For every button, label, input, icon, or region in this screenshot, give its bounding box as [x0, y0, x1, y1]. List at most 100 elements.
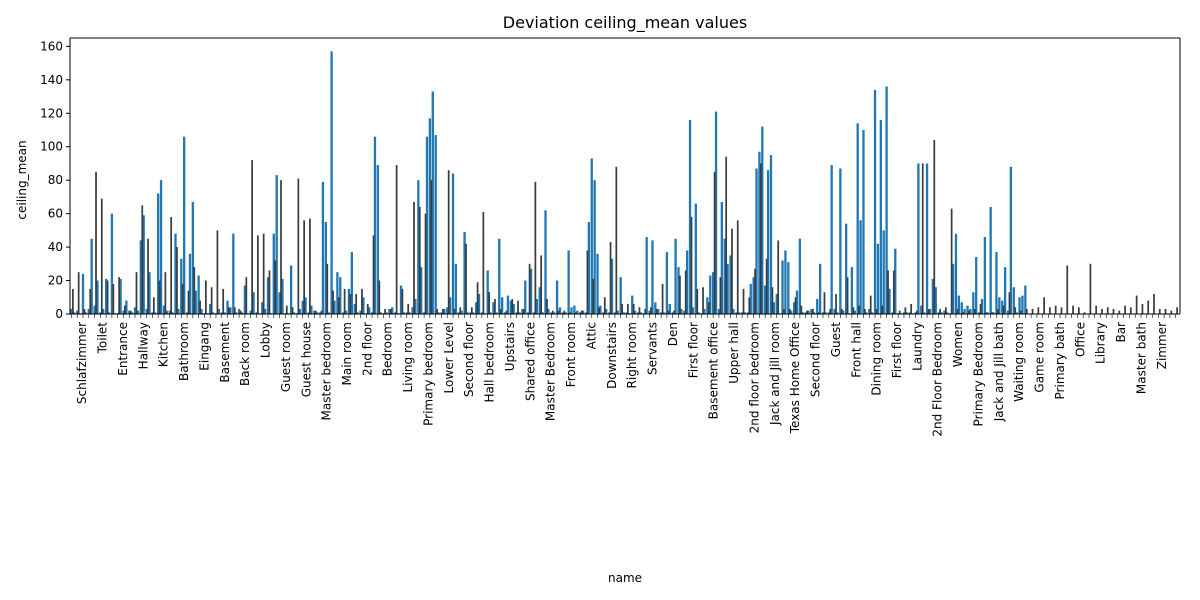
bar-series-2 [100, 198, 103, 314]
bar-series-1 [130, 312, 134, 314]
x-tick-label: Master Bedroom [544, 322, 558, 421]
bar-series-1 [339, 277, 342, 314]
bar-series-1 [1012, 287, 1015, 314]
bar-series-1 [798, 238, 802, 314]
bar-series-1 [963, 308, 966, 314]
bar-series-1 [766, 170, 770, 314]
bar-series-2 [459, 307, 462, 314]
bar-series-1 [128, 310, 131, 314]
bar-series-1 [813, 312, 816, 314]
bar-series-2 [690, 216, 693, 314]
bar-series-2 [389, 308, 392, 314]
x-tick-label: Living room [401, 322, 415, 393]
bar-series-1 [931, 278, 935, 314]
bar-series-1 [252, 292, 255, 314]
bar-series-2 [603, 297, 606, 314]
bar-series-1 [888, 288, 891, 314]
bar-series-2 [881, 305, 884, 314]
x-tick-label: Servants [646, 322, 660, 375]
bar-series-1 [532, 312, 536, 314]
x-tick-label: Basement office [707, 322, 721, 419]
bar-series-1 [648, 310, 651, 314]
bar-series-1 [1001, 300, 1004, 314]
bar-series-2 [916, 310, 918, 314]
bar-series-1 [388, 308, 391, 314]
bar-series-1 [625, 312, 628, 314]
bar-series-1 [816, 298, 819, 314]
bar-series-1 [553, 312, 556, 314]
bar-series-1 [740, 312, 744, 314]
bar-series-1 [677, 267, 680, 314]
bar-series-1 [122, 310, 125, 314]
bar-series-2 [864, 308, 866, 314]
x-tick-label: Hall bedroom [483, 322, 497, 403]
bar-series-2 [1049, 307, 1051, 314]
bar-series-1 [616, 310, 619, 314]
x-tick-label: Attic [584, 322, 598, 349]
bar-series-2 [771, 287, 774, 314]
bar-series-2 [1072, 305, 1074, 314]
bar-series-1 [683, 310, 686, 314]
y-tick-label: 20 [48, 274, 63, 288]
bar-series-1 [1021, 295, 1024, 314]
bar-series-1 [324, 222, 327, 314]
bar-series-1 [333, 300, 336, 314]
bar-series-2 [939, 308, 941, 314]
bar-series-1 [96, 280, 99, 314]
bar-series-1 [902, 312, 906, 314]
bar-series-1 [709, 275, 712, 314]
bar-series-2 [77, 272, 80, 314]
bar-series-1 [804, 312, 807, 314]
x-tick-label: Front room [564, 322, 578, 387]
bar-series-1 [535, 298, 538, 314]
bar-series-1 [619, 277, 622, 314]
y-tick-label: 80 [48, 173, 63, 187]
bar-series-2 [141, 205, 144, 314]
x-tick-label: Den [666, 322, 680, 346]
bar-series-1 [917, 163, 920, 314]
bar-series-1 [472, 312, 475, 314]
bar-series-1 [599, 305, 602, 314]
bar-series-2 [453, 308, 456, 314]
bar-series-2 [1176, 307, 1178, 314]
x-tick-label: Primary bath [1053, 322, 1067, 399]
bar-series-2 [1170, 310, 1173, 314]
bar-series-2 [1095, 305, 1098, 314]
bar-series-1 [226, 300, 229, 314]
bar-series-2 [1043, 297, 1045, 314]
x-tick-label: Downstairs [605, 322, 619, 389]
bar-series-1 [394, 312, 397, 314]
bar-series-1 [350, 252, 353, 314]
bar-series-1 [93, 305, 96, 314]
bar-series-1 [448, 297, 452, 314]
bar-series-2 [731, 228, 733, 314]
bar-series-2 [465, 243, 467, 314]
bar-series-1 [821, 312, 825, 314]
x-tick-label: Primary Bedroom [972, 322, 986, 426]
bar-series-1 [755, 168, 758, 314]
bar-series-1 [255, 312, 258, 314]
bar-series-2 [684, 270, 687, 314]
bar-series-1 [1006, 310, 1010, 314]
bar-series-1 [665, 252, 669, 314]
x-tick-label: Dining room [870, 322, 884, 396]
bar-series-1 [469, 312, 472, 314]
bar-series-1 [720, 201, 723, 314]
bar-series-2 [257, 235, 259, 314]
x-tick-label: First floor [686, 322, 700, 378]
bar-series-1 [110, 213, 114, 314]
bar-series-2 [991, 312, 993, 314]
x-tick-label: 2nd Floor Bedroom [931, 322, 945, 437]
bar-series-1 [154, 312, 157, 314]
bar-series-1 [758, 151, 761, 314]
bar-series-1 [865, 312, 868, 314]
bar-series-2 [1101, 308, 1103, 314]
bar-series-1 [579, 312, 582, 314]
bar-series-2 [268, 270, 271, 314]
bar-series-2 [395, 165, 398, 314]
bar-series-1 [368, 307, 371, 314]
bar-series-1 [717, 308, 721, 314]
bar-series-1 [764, 285, 767, 314]
bar-series-2 [309, 218, 311, 314]
bar-series-1 [714, 111, 718, 314]
